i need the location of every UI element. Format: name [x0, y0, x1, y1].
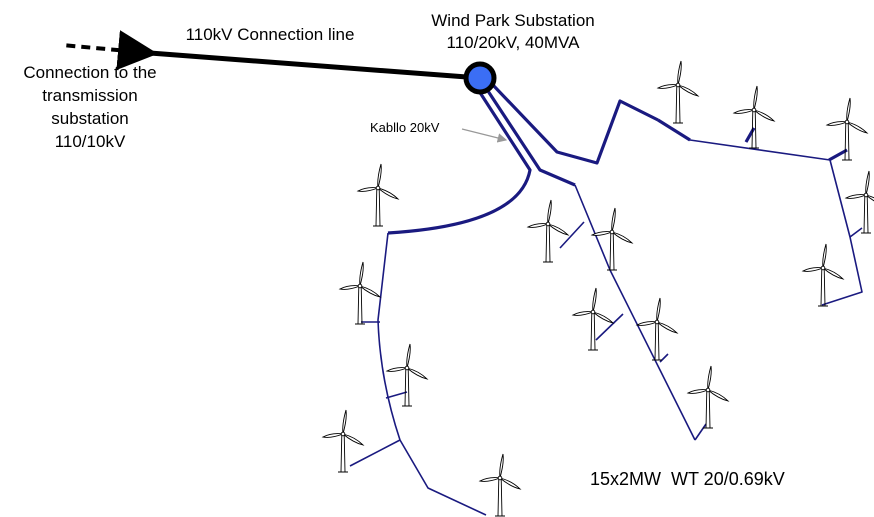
wind-turbine	[479, 453, 521, 517]
wind-turbine	[636, 297, 678, 361]
cable-label-arrow	[461, 128, 508, 143]
turbine-label: 15x2MW WT 20/0.69kV	[590, 469, 785, 489]
substation-name: Wind Park Substation	[431, 11, 594, 30]
wind-turbine	[572, 287, 614, 351]
transmission-label: Connection to the	[23, 63, 156, 82]
cable	[574, 184, 696, 441]
wind-turbine	[339, 261, 381, 325]
cable	[377, 232, 487, 516]
wind-turbine	[802, 243, 844, 307]
cable	[387, 90, 532, 235]
transmission-label: 110/10kV	[55, 132, 126, 151]
cable	[484, 87, 576, 187]
substation-rating: 110/20kV, 40MVA	[447, 33, 581, 52]
cable-label: Kabllo 20kV	[370, 120, 440, 135]
connection-line	[149, 50, 481, 81]
substation	[463, 61, 497, 95]
wind-turbine	[527, 199, 569, 263]
wind-turbine	[687, 365, 729, 429]
connection-line-label: 110kV Connection line	[186, 25, 355, 44]
wind-turbine	[357, 163, 399, 227]
wind-turbine	[845, 170, 874, 234]
cable-stub	[349, 127, 863, 467]
cable	[490, 82, 659, 165]
transmission-label: transmission	[42, 86, 137, 105]
cable	[657, 118, 691, 142]
wind-turbine	[657, 60, 699, 124]
wind-turbine	[733, 85, 775, 149]
cable	[657, 119, 863, 306]
transmission-label: substation	[51, 109, 129, 128]
connection-arrow	[61, 30, 158, 71]
